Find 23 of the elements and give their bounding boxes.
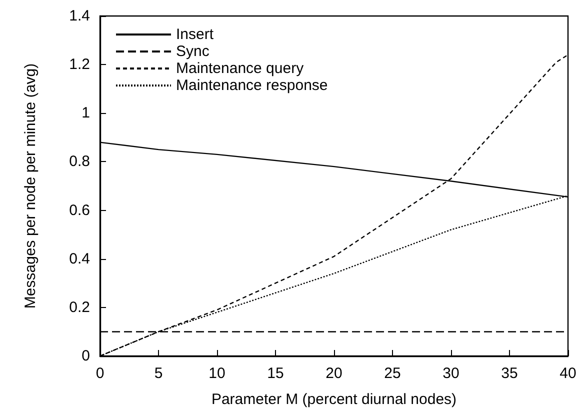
legend-label: Maintenance query (176, 60, 304, 77)
x-tick-label: 25 (384, 365, 401, 382)
y-tick-label: 1.2 (69, 56, 90, 74)
y-axis-title: Messages per node per minute (avg) (22, 63, 39, 309)
legend-label: Insert (176, 26, 214, 43)
x-tick-label: 40 (560, 365, 576, 382)
y-tick-label: 1.4 (69, 8, 90, 24)
x-tick-label: 5 (154, 365, 163, 382)
legend-label: Maintenance response (176, 77, 328, 94)
y-tick-label: 0.6 (69, 202, 90, 219)
x-tick-label: 30 (442, 365, 460, 382)
y-tick-label: 0 (82, 348, 90, 364)
x-tick-label: 35 (501, 365, 518, 382)
x-axis-title: Parameter M (percent diurnal nodes) (211, 391, 457, 408)
legend-label: Sync (176, 43, 210, 60)
y-tick-label: 0.8 (69, 153, 90, 170)
y-tick-label: 0.4 (69, 250, 90, 268)
x-tick-label: 10 (208, 365, 226, 382)
x-tick-label: 20 (326, 365, 342, 382)
y-tick-label: 0.2 (69, 298, 90, 316)
x-tick-label: 15 (267, 365, 284, 382)
y-tick-label: 1 (82, 104, 90, 122)
x-tick-label: 0 (96, 365, 104, 382)
